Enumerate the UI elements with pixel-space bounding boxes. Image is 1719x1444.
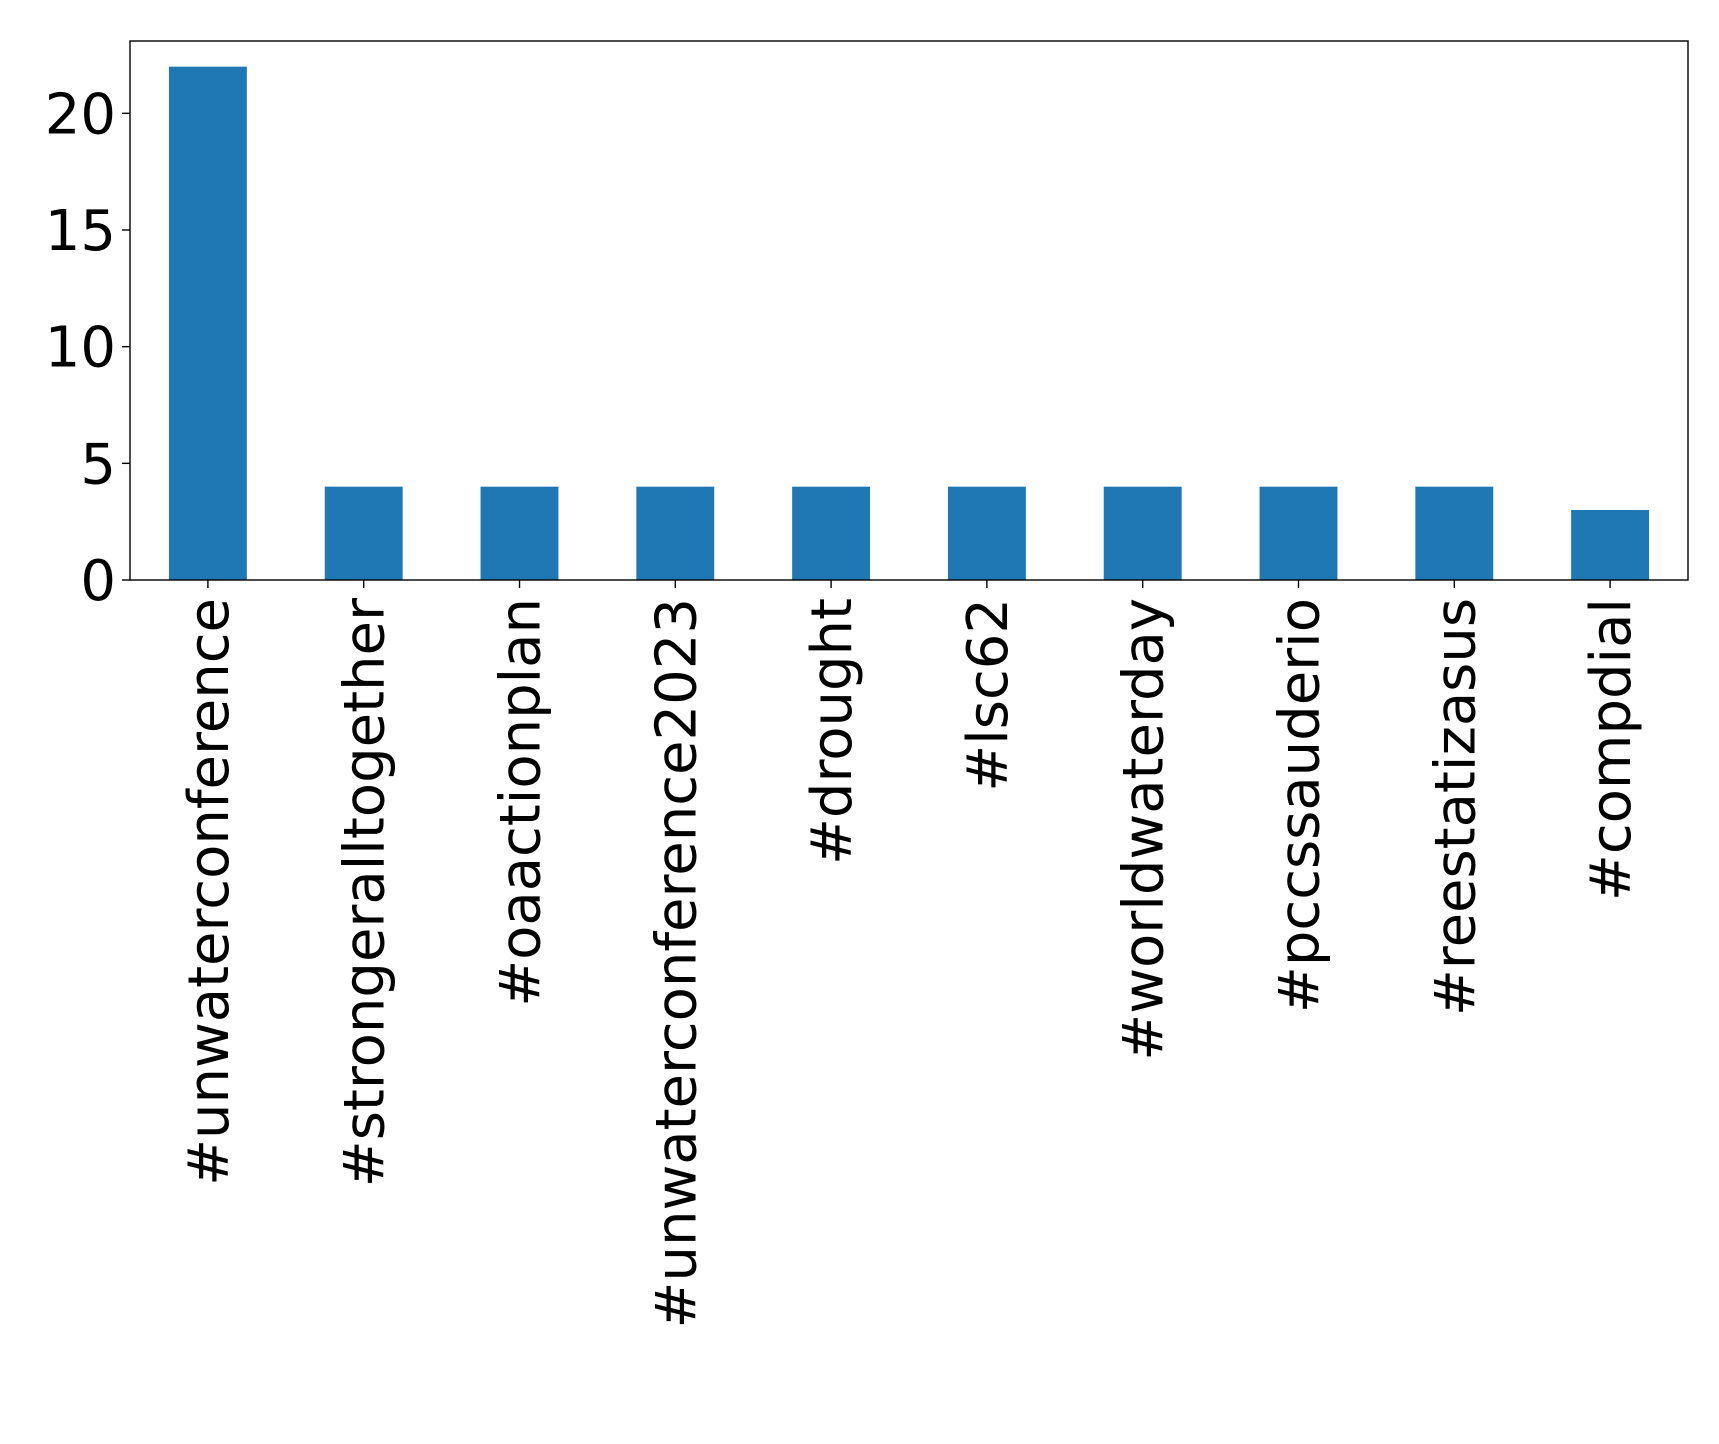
bar-lsc62 — [947, 486, 1026, 580]
bar-compdial — [1571, 510, 1650, 580]
bar-unwaterconference2023 — [636, 486, 715, 580]
x-tick-label: #lsc62 — [956, 598, 1021, 792]
bar-worldwaterday — [1103, 486, 1182, 580]
bar-oaactionplan — [480, 486, 559, 580]
x-tick-label: #oaactionplan — [489, 598, 554, 1007]
bar-unwaterconference — [168, 66, 247, 580]
y-tick-label: 5 — [80, 432, 116, 497]
y-tick-label: 0 — [80, 549, 116, 614]
x-tick-label: #pccssauderio — [1268, 598, 1333, 1013]
plot-frame — [129, 40, 1689, 581]
bar-strongeralltogether — [324, 486, 403, 580]
y-axis: 0 5 10 15 20 — [45, 82, 130, 614]
x-tick-label: #reestatizasus — [1423, 598, 1488, 1016]
y-tick-label: 10 — [45, 316, 116, 381]
x-tick-label: #compdial — [1579, 598, 1644, 901]
y-tick-label: 15 — [45, 199, 116, 264]
bar-pccssauderio — [1259, 486, 1338, 580]
bar-reestatizasus — [1415, 486, 1494, 580]
bar-drought — [792, 486, 871, 580]
x-tick-label: #unwaterconference — [177, 598, 242, 1186]
y-tick-label: 20 — [45, 82, 116, 147]
x-tick-label: #drought — [800, 598, 865, 865]
bars-group — [168, 66, 1650, 580]
x-axis: #unwaterconference #strongeralltogether #o… — [177, 580, 1644, 1328]
x-tick-label: #unwaterconference2023 — [644, 598, 709, 1328]
x-tick-label: #worldwaterday — [1112, 598, 1177, 1061]
x-tick-label: #strongeralltogether — [333, 597, 398, 1187]
